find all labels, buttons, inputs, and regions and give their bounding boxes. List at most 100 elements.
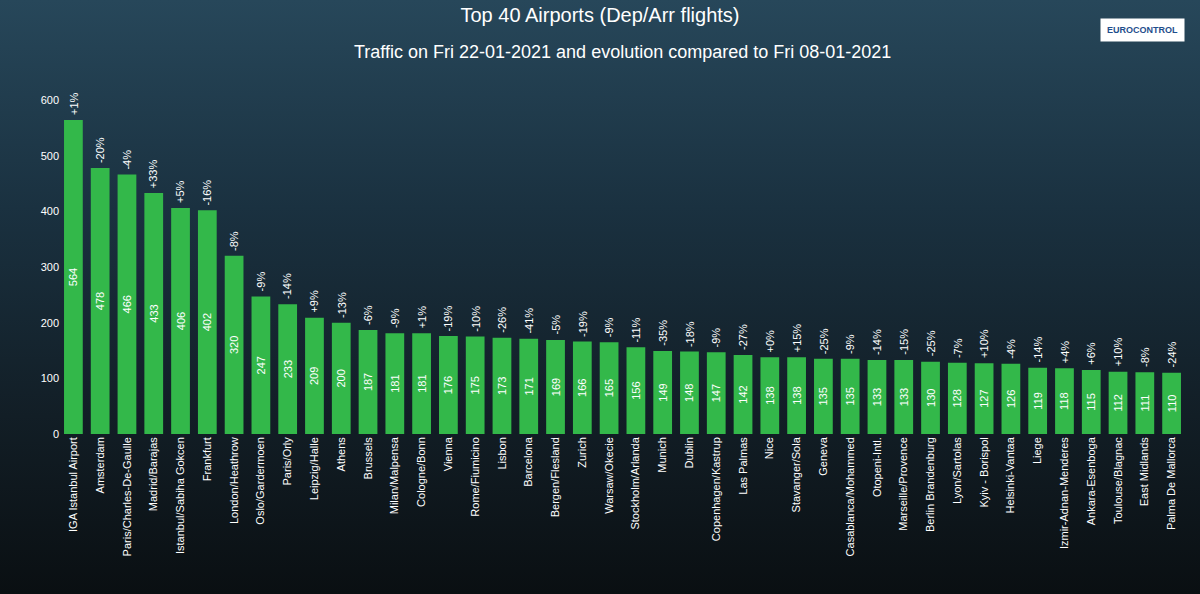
svg-text:-20%: -20% — [94, 137, 106, 163]
svg-text:Lisbon: Lisbon — [496, 437, 508, 469]
svg-text:406: 406 — [175, 312, 187, 330]
svg-text:209: 209 — [308, 367, 320, 385]
svg-text:148: 148 — [683, 384, 695, 402]
svg-text:Athens: Athens — [335, 437, 347, 472]
svg-text:Oslo/Gardermoen: Oslo/Gardermoen — [254, 437, 266, 524]
svg-text:171: 171 — [523, 377, 535, 395]
svg-text:135: 135 — [844, 387, 856, 405]
svg-text:233: 233 — [282, 360, 294, 378]
svg-text:0: 0 — [53, 428, 59, 440]
svg-text:500: 500 — [41, 150, 59, 162]
svg-text:-9%: -9% — [255, 272, 267, 292]
svg-text:133: 133 — [898, 388, 910, 406]
svg-text:Izmir-Adnan-Menderes: Izmir-Adnan-Menderes — [1058, 437, 1070, 549]
svg-text:320: 320 — [228, 336, 240, 354]
svg-text:-5%: -5% — [550, 315, 562, 335]
svg-text:200: 200 — [335, 369, 347, 387]
svg-text:Marseille/Provence: Marseille/Provence — [897, 437, 909, 531]
svg-text:112: 112 — [1112, 394, 1124, 412]
svg-text:-25%: -25% — [818, 328, 830, 354]
svg-text:-4%: -4% — [1005, 339, 1017, 359]
svg-text:111: 111 — [1139, 395, 1151, 412]
svg-text:165: 165 — [603, 379, 615, 397]
svg-text:Barcelona: Barcelona — [522, 436, 534, 486]
svg-text:600: 600 — [41, 94, 59, 106]
svg-text:Nice: Nice — [763, 437, 775, 459]
svg-text:Copenhagen/Kastrup: Copenhagen/Kastrup — [710, 437, 722, 541]
svg-text:-19%: -19% — [442, 306, 454, 332]
svg-text:+10%: +10% — [978, 329, 990, 358]
svg-text:402: 402 — [201, 313, 213, 331]
svg-text:Frankfurt: Frankfurt — [201, 437, 213, 481]
svg-text:Zurich: Zurich — [576, 437, 588, 468]
svg-text:-19%: -19% — [577, 311, 589, 337]
svg-text:-9%: -9% — [710, 328, 722, 348]
svg-text:-41%: -41% — [523, 308, 535, 334]
svg-text:Munich: Munich — [656, 437, 668, 472]
svg-text:Otopeni-Intl.: Otopeni-Intl. — [871, 437, 883, 497]
svg-text:-14%: -14% — [1032, 337, 1044, 363]
svg-text:149: 149 — [657, 383, 669, 401]
svg-text:119: 119 — [1032, 392, 1044, 410]
svg-text:133: 133 — [871, 388, 883, 406]
svg-text:247: 247 — [255, 356, 267, 374]
svg-text:173: 173 — [496, 377, 508, 395]
svg-text:-13%: -13% — [336, 292, 348, 318]
svg-text:Toulouse/Blagnac: Toulouse/Blagnac — [1112, 437, 1124, 524]
svg-text:-18%: -18% — [684, 321, 696, 347]
svg-text:-8%: -8% — [228, 231, 240, 251]
svg-text:478: 478 — [94, 292, 106, 310]
svg-text:Stavanger/Sola: Stavanger/Sola — [790, 436, 802, 512]
svg-text:433: 433 — [148, 304, 160, 322]
svg-text:400: 400 — [41, 205, 59, 217]
svg-text:187: 187 — [362, 373, 374, 391]
svg-text:-27%: -27% — [737, 324, 749, 350]
svg-text:Paris/Orly: Paris/Orly — [281, 437, 293, 486]
svg-text:135: 135 — [817, 387, 829, 405]
svg-text:142: 142 — [737, 385, 749, 403]
svg-text:+5%: +5% — [174, 180, 186, 203]
svg-text:-9%: -9% — [603, 317, 615, 337]
svg-text:Casablanca/Mohammed: Casablanca/Mohammed — [844, 437, 856, 556]
svg-text:138: 138 — [764, 386, 776, 404]
svg-text:100: 100 — [41, 372, 59, 384]
svg-text:+9%: +9% — [308, 290, 320, 313]
svg-text:300: 300 — [41, 261, 59, 273]
svg-text:138: 138 — [791, 386, 803, 404]
svg-text:-10%: -10% — [470, 306, 482, 332]
svg-text:London/Heathrow: London/Heathrow — [228, 437, 240, 524]
svg-text:466: 466 — [121, 295, 133, 313]
svg-text:Stockholm/Arlanda: Stockholm/Arlanda — [629, 436, 641, 529]
svg-text:Madrid/Barajas: Madrid/Barajas — [147, 437, 159, 511]
svg-text:+0%: +0% — [764, 330, 776, 353]
svg-text:-9%: -9% — [389, 308, 401, 328]
svg-text:-16%: -16% — [201, 180, 213, 206]
svg-text:118: 118 — [1058, 392, 1070, 410]
svg-text:126: 126 — [1005, 390, 1017, 408]
svg-text:110: 110 — [1166, 395, 1178, 413]
svg-text:+4%: +4% — [1059, 341, 1071, 364]
svg-text:128: 128 — [951, 389, 963, 407]
svg-text:+1%: +1% — [416, 306, 428, 329]
svg-text:Ankara-Esenboga: Ankara-Esenboga — [1085, 436, 1097, 525]
svg-text:Traffic on Fri 22-01-2021 and: Traffic on Fri 22-01-2021 and evolution … — [354, 42, 891, 62]
svg-text:169: 169 — [550, 378, 562, 396]
svg-text:Bergen/Flesland: Bergen/Flesland — [549, 437, 561, 517]
svg-text:-6%: -6% — [362, 305, 374, 325]
svg-text:Kyiv - Borispol: Kyiv - Borispol — [978, 437, 990, 507]
svg-text:Berlin Brandenburg: Berlin Brandenburg — [924, 437, 936, 532]
svg-text:-25%: -25% — [925, 330, 937, 356]
svg-text:Milan/Malpensa: Milan/Malpensa — [388, 436, 400, 514]
svg-text:-35%: -35% — [657, 320, 669, 346]
svg-text:-15%: -15% — [898, 329, 910, 355]
svg-text:Lyon/Sartolas: Lyon/Sartolas — [951, 437, 963, 504]
svg-text:200: 200 — [41, 317, 59, 329]
svg-text:IGA Istanbul Airport: IGA Istanbul Airport — [67, 437, 79, 532]
svg-text:156: 156 — [630, 381, 642, 399]
svg-text:176: 176 — [442, 376, 454, 394]
svg-text:Leipzig/Halle: Leipzig/Halle — [308, 437, 320, 500]
svg-text:Geneva: Geneva — [817, 436, 829, 475]
svg-text:+10%: +10% — [1112, 338, 1124, 367]
svg-text:-8%: -8% — [1139, 347, 1151, 367]
svg-text:-24%: -24% — [1166, 341, 1178, 367]
